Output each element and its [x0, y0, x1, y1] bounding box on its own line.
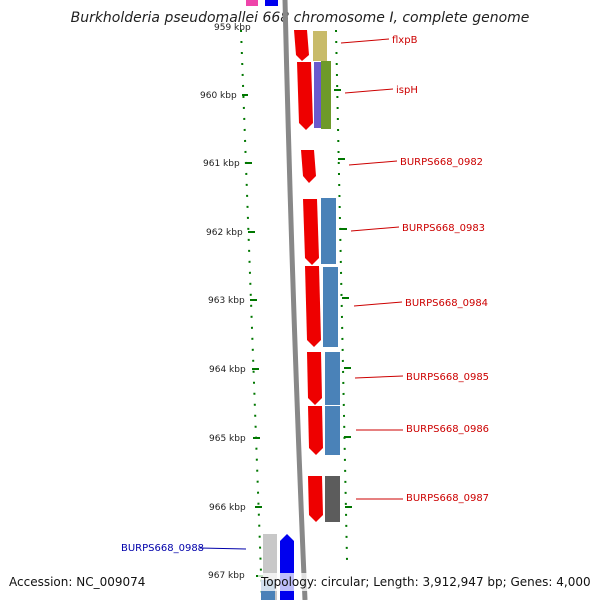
- gene-BURPS668-0987[interactable]: [308, 476, 323, 522]
- genome-backbone: [282, 0, 308, 600]
- gene-BURPS668-0982[interactable]: [301, 150, 316, 183]
- label-BURPS668-0982[interactable]: BURPS668_0982: [400, 157, 483, 168]
- tick-label-961: 961 kbp: [203, 159, 240, 169]
- leader-ispH: [344, 88, 394, 94]
- gene-BURPS668-0985[interactable]: [307, 352, 322, 405]
- genome-summary-text: Topology: circular; Length: 3,912,947 bp…: [260, 575, 591, 589]
- leader-0983: [350, 226, 400, 232]
- feature-khaki-flxpB: [313, 31, 327, 61]
- feature-olive-ispH: [321, 61, 331, 129]
- leader-0984: [353, 301, 403, 307]
- accession-text: Accession: NC_009074: [9, 575, 145, 589]
- leader-0982: [348, 160, 398, 166]
- label-BURPS668-0984[interactable]: BURPS668_0984: [405, 298, 488, 309]
- label-BURPS668-0987[interactable]: BURPS668_0987: [406, 493, 489, 504]
- label-leaders: [199, 38, 404, 550]
- footer-summary-bg: [258, 573, 591, 591]
- label-ispH[interactable]: ispH: [396, 85, 418, 96]
- feature-steelblue-0986: [325, 406, 340, 455]
- feature-steelblue-0985: [325, 352, 340, 405]
- gene-ispH[interactable]: [297, 62, 313, 130]
- label-BURPS668-0985[interactable]: BURPS668_0985: [406, 372, 489, 383]
- tick-label-964: 964 kbp: [209, 365, 246, 375]
- map-title: Burkholderia pseudomallei 668 chromosome…: [71, 10, 530, 26]
- label-BURPS668-0983[interactable]: BURPS668_0983: [402, 223, 485, 234]
- top-feature-pink: [246, 0, 258, 6]
- label-flxpB[interactable]: flxpB: [392, 35, 418, 46]
- tick-label-959: 959 kbp: [214, 23, 251, 33]
- tick-label-960: 960 kbp: [200, 91, 237, 101]
- gene-BURPS668-0986[interactable]: [308, 406, 323, 455]
- tick-label-963: 963 kbp: [208, 296, 245, 306]
- feature-steelblue-0983: [321, 198, 336, 264]
- leader-0988: [199, 547, 247, 550]
- tick-label-967: 967 kbp: [208, 571, 245, 581]
- label-BURPS668-0988[interactable]: BURPS668_0988: [121, 543, 204, 554]
- gene-BURPS668-0983[interactable]: [303, 199, 319, 265]
- gene-flxpB[interactable]: [294, 30, 309, 61]
- leader-flxpB: [340, 38, 390, 44]
- leader-0985: [354, 375, 404, 379]
- feature-purple-ispH: [314, 62, 322, 128]
- top-feature-blue: [265, 0, 278, 6]
- gene-BURPS668-0984[interactable]: [305, 266, 321, 347]
- outer-guide-ring: [335, 29, 348, 561]
- label-BURPS668-0986[interactable]: BURPS668_0986: [406, 424, 489, 435]
- feature-darkgray-0987: [325, 476, 340, 522]
- tick-label-965: 965 kbp: [209, 434, 246, 444]
- feature-steelblue-0984: [323, 267, 338, 347]
- tick-label-962: 962 kbp: [206, 228, 243, 238]
- tick-label-966: 966 kbp: [209, 503, 246, 513]
